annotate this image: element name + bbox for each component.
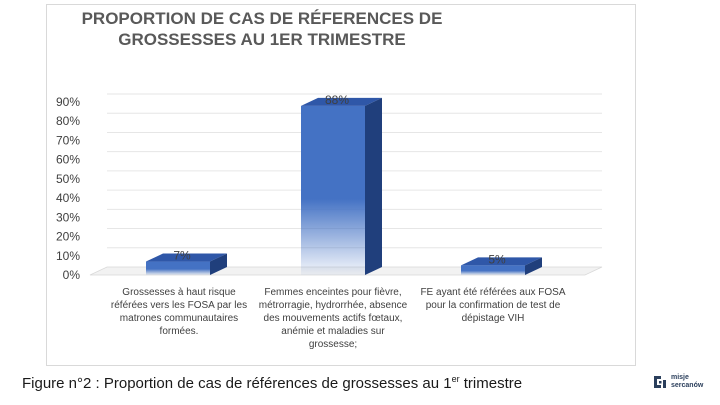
y-tick-label: 80%	[56, 114, 80, 128]
category-label-2: Femmes enceintes pour fièvre, métrorragi…	[258, 287, 408, 350]
category-label-3: FE ayant été référées aux FOSA pour la c…	[420, 287, 566, 324]
y-tick-label: 90%	[56, 95, 80, 109]
bar-top	[301, 97, 382, 106]
bar-top	[461, 257, 542, 266]
bar-front	[461, 265, 525, 275]
data-label: 5%	[488, 252, 506, 266]
caption-superscript: er	[451, 374, 460, 384]
y-tick-label: 70%	[56, 133, 80, 147]
bar-side	[525, 257, 542, 275]
y-tick-label: 0%	[63, 268, 81, 282]
y-tick-label: 60%	[56, 153, 80, 167]
y-tick-label: 20%	[56, 230, 80, 244]
caption-prefix: Figure n°2 : Proportion de cas de référe…	[22, 375, 452, 392]
bar-side	[365, 97, 382, 275]
figure-caption: Figure n°2 : Proportion de cas de référe…	[22, 374, 522, 392]
bar-front	[146, 261, 210, 275]
data-label: 88%	[325, 93, 349, 107]
bar-top	[146, 253, 227, 262]
y-tick-label: 50%	[56, 172, 80, 186]
y-tick-label: 10%	[56, 249, 80, 263]
y-tick-label: 40%	[56, 191, 80, 205]
misje-sercanow-logo: misje sercanów	[652, 372, 718, 394]
data-label: 7%	[173, 249, 191, 263]
bar-side	[210, 253, 227, 275]
y-tick-label: 30%	[56, 210, 80, 224]
chart-title: PROPORTION DE CAS DE RÉFERENCES DE GROSS…	[81, 9, 443, 49]
bar-front	[301, 105, 365, 275]
caption-suffix: trimestre	[459, 375, 523, 392]
logo-text: misje sercanów	[671, 374, 704, 389]
logo-mark-icon	[654, 376, 666, 388]
category-label-1: Grossesses à haut risque référées vers l…	[110, 287, 248, 337]
